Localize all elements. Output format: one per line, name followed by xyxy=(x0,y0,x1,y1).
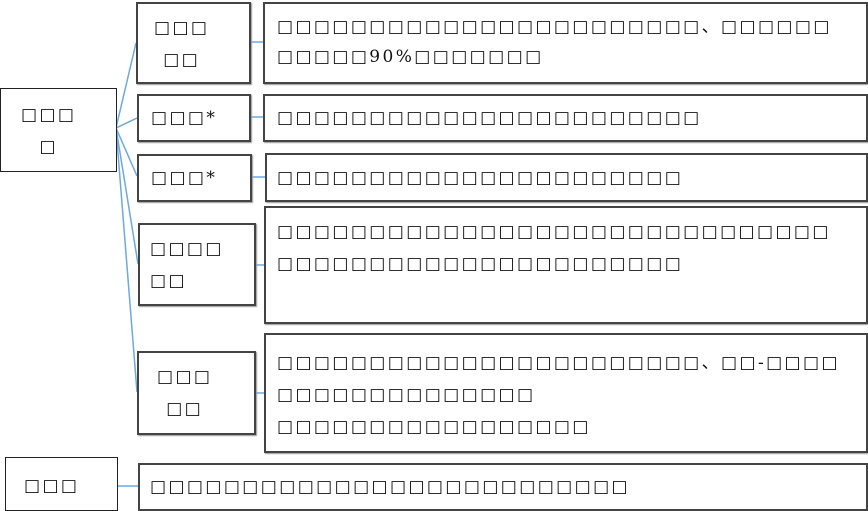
branch-3-label: □□□* xyxy=(151,168,218,188)
connector-root-1 xyxy=(115,42,137,129)
footer-node: □□□ xyxy=(5,457,118,511)
footer-label: □□□ xyxy=(24,476,80,496)
root-label: □□□ □ xyxy=(21,105,77,157)
branch-5-detail: □□□□□□□□□□□□□□□□□□□□□□□、□□-□□□□ □□□□□□□□… xyxy=(264,333,868,453)
footer-detail: □□□□□□□□□□□□□□□□□□□□□□□□□□ xyxy=(138,463,868,511)
branch-2-label: □□□* xyxy=(151,108,218,128)
branch-1-detail: □□□□□□□□□□□□□□□□□□□□□□□、□□□□□□ □□□□□90%□… xyxy=(263,2,868,84)
branch-4-detail: □□□□□□□□□□□□□□□□□□□□□□□□□□□□□□ □□□□□□□□□… xyxy=(264,206,868,324)
branch-5-node: □□□ □□ xyxy=(137,351,256,435)
footer-detail-text: □□□□□□□□□□□□□□□□□□□□□□□□□□ xyxy=(150,477,631,497)
connector-root-4 xyxy=(115,127,139,265)
root-node: □□□ □ xyxy=(0,88,117,172)
branch-1-node: □□□ □□ xyxy=(136,2,251,84)
connector-root-3 xyxy=(115,127,138,177)
branch-3-node: □□□* xyxy=(137,154,252,202)
branch-3-detail-text: □□□□□□□□□□□□□□□□□□□□□□ xyxy=(277,168,684,188)
branch-4-label: □□□□ □□ xyxy=(150,239,224,291)
branch-4-node: □□□□ □□ xyxy=(138,223,256,306)
branch-5-label: □□□ □□ xyxy=(157,367,213,419)
branch-2-detail: □□□□□□□□□□□□□□□□□□□□□□□ xyxy=(263,94,868,142)
branch-1-label: □□□ □□ xyxy=(154,18,210,70)
branch-3-detail: □□□□□□□□□□□□□□□□□□□□□□ xyxy=(265,153,868,202)
connector-root-5 xyxy=(115,127,138,393)
branch-1-detail-text: □□□□□□□□□□□□□□□□□□□□□□□、□□□□□□ □□□□□90%□… xyxy=(277,17,832,67)
connector-root-2 xyxy=(115,117,138,129)
branch-2-node: □□□* xyxy=(137,94,251,142)
branch-4-detail-text: □□□□□□□□□□□□□□□□□□□□□□□□□□□□□□ □□□□□□□□□… xyxy=(277,222,831,274)
branch-2-detail-text: □□□□□□□□□□□□□□□□□□□□□□□ xyxy=(277,108,702,128)
branch-5-detail-text: □□□□□□□□□□□□□□□□□□□□□□□、□□-□□□□ □□□□□□□□… xyxy=(277,353,840,437)
